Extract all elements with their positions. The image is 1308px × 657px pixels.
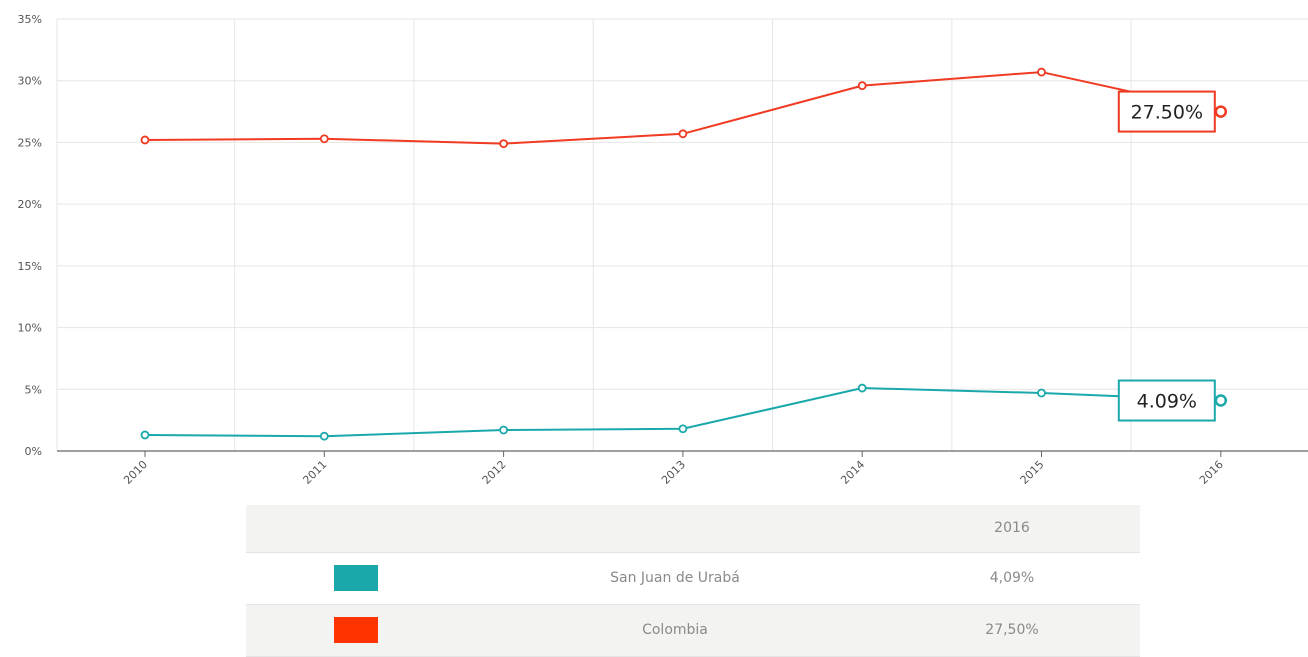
y-tick-label: 30% [18,75,42,88]
data-point[interactable] [1037,67,1046,77]
data-point[interactable] [319,134,329,144]
data-point[interactable] [499,425,509,435]
data-point[interactable] [1037,388,1046,398]
data-point[interactable] [857,383,867,393]
data-point[interactable] [857,81,867,91]
data-point[interactable] [678,424,688,434]
data-point[interactable] [140,135,150,145]
grid [56,18,1308,451]
line-chart: 0% 5% 10% 15% 20% 25% 30% 35% 2010 2011 2012 2013 20… [18,13,1308,487]
legend-swatch-san-juan [334,565,378,591]
summary-header-row: 2016 [246,505,1140,552]
y-tick-label: 5% [25,383,42,396]
summary-name-san-juan: San Juan de Urabá [610,570,740,586]
y-tick-label: 25% [18,136,42,149]
data-point[interactable] [678,129,688,139]
y-tick-label: 10% [18,322,42,335]
x-tick-label: 2015 [1018,458,1047,487]
x-tick-label: 2010 [121,458,150,487]
callout-label: 4.09% [1137,391,1197,413]
callout-box [1117,379,1216,422]
series [140,67,1228,441]
x-tick-label: 2012 [480,458,509,487]
data-point[interactable] [319,431,329,441]
callout-box [1117,90,1216,133]
x-tick-label: 2013 [659,458,688,487]
summary-table: 2016 San Juan de Urabá 4,09% Colombia 27… [246,505,1140,657]
data-point[interactable] [1214,105,1228,118]
summary-row-colombia: Colombia 27,50% [246,604,1140,656]
value-callout: 27.50% [1117,90,1216,133]
summary-row-san-juan: San Juan de Urabá 4,09% [246,552,1140,604]
summary-value-colombia: 27,50% [985,622,1039,638]
data-point[interactable] [499,139,509,149]
x-tick-label: 2011 [300,458,329,487]
y-tick-label: 0% [25,445,42,458]
callout-label: 27.50% [1131,102,1203,124]
legend-swatch-colombia [334,617,378,643]
axes: 0% 5% 10% 15% 20% 25% 30% 35% 2010 2011 2012 2013 20… [18,13,1308,487]
summary-name-colombia: Colombia [642,622,708,638]
x-tick-label: 2016 [1197,458,1226,487]
summary-value-san-juan: 4,09% [989,570,1035,586]
callouts: 4.09% 27.50% [1117,90,1216,422]
y-tick-label: 35% [18,13,42,26]
data-point[interactable] [140,430,150,440]
summary-header-year: 2016 [994,520,1030,537]
data-point[interactable] [1214,394,1228,407]
value-callout: 4.09% [1117,379,1216,422]
y-tick-label: 20% [18,198,42,211]
x-tick-label: 2014 [838,458,867,487]
y-tick-label: 15% [18,260,42,273]
